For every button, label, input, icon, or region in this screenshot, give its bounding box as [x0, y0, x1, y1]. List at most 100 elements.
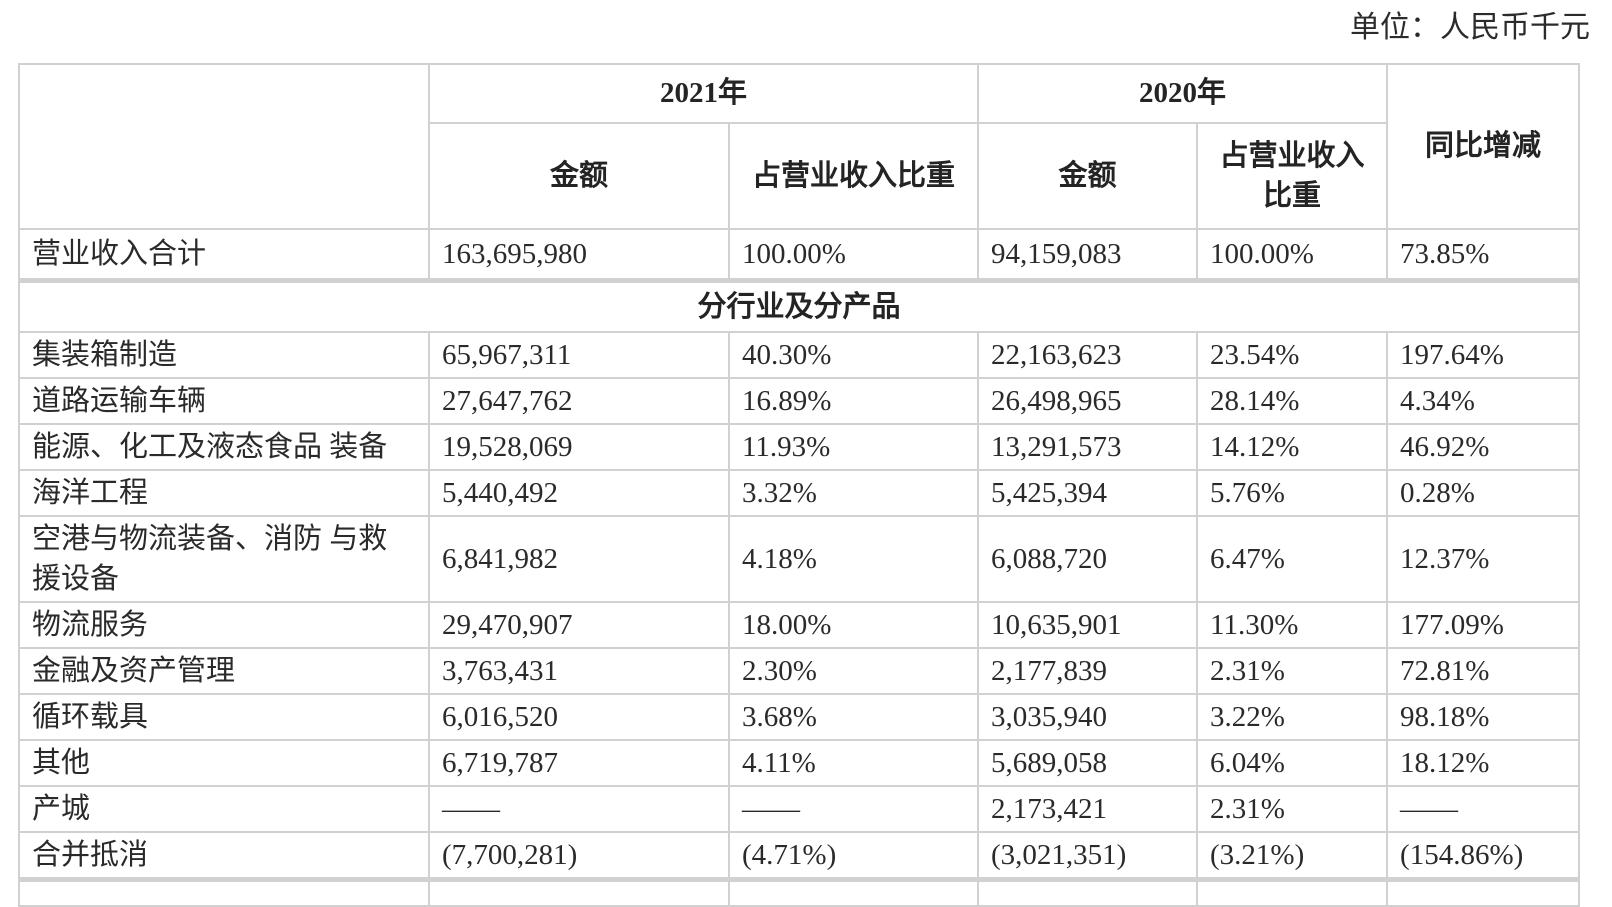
cell-amount-2020: 13,291,573 — [977, 423, 1199, 472]
header-row-subcolumns: 金额 占营业收入比重 金额 占营业收入比重 — [19, 122, 1579, 230]
cell-pct-2020: 6.04% — [1196, 739, 1389, 788]
cell-yoy: 46.92% — [1386, 423, 1581, 472]
header-year-2020: 2020年 — [977, 63, 1389, 124]
cell-yoy: 4.34% — [1386, 377, 1581, 426]
cell-amount-2021: 27,647,762 — [428, 377, 730, 426]
cell-pct-2021: 3.32% — [727, 469, 980, 518]
cell-amount-2021: —— — [428, 785, 730, 834]
empty-cell — [1386, 877, 1581, 907]
cell-amount-2020: 6,088,720 — [977, 515, 1199, 604]
cell-yoy: 98.18% — [1386, 693, 1581, 742]
row-label: 循环载具 — [18, 693, 430, 742]
header-amount-2021: 金额 — [428, 122, 730, 230]
row-total-revenue: 营业收入合计 163,695,980 100.00% 94,159,083 10… — [18, 228, 1581, 281]
cell-yoy: 12.37% — [1386, 515, 1581, 604]
row-others: 其他 6,719,787 4.11% 5,689,058 6.04% 18.12… — [18, 739, 1581, 788]
cell-amount-2021: 19,528,069 — [428, 423, 730, 472]
row-road-transport-vehicles: 道路运输车辆 27,647,762 16.89% 26,498,965 28.1… — [18, 377, 1581, 426]
cell-amount-2020: 94,159,083 — [977, 228, 1199, 281]
header-yoy-change: 同比增减 — [1386, 63, 1581, 230]
cell-yoy: 73.85% — [1386, 228, 1581, 281]
cell-pct-2020: 3.22% — [1196, 693, 1389, 742]
cell-pct-2020: 5.76% — [1196, 469, 1389, 518]
cell-pct-2021: 2.30% — [727, 647, 980, 696]
unit-note: 单位：人民币千元 — [1350, 11, 1590, 44]
cell-pct-2021: 3.68% — [727, 693, 980, 742]
row-energy-chemical-liquid-food-equipment: 能源、化工及液态食品 装备 19,528,069 11.93% 13,291,5… — [18, 423, 1581, 472]
cell-pct-2020: 28.14% — [1196, 377, 1389, 426]
cell-pct-2021: 18.00% — [727, 601, 980, 650]
cell-yoy: —— — [1386, 785, 1581, 834]
row-label: 集装箱制造 — [18, 330, 430, 380]
cell-amount-2020: 2,177,839 — [977, 647, 1199, 696]
cell-amount-2020: (3,021,351) — [977, 831, 1199, 881]
cell-amount-2021: 5,440,492 — [428, 469, 730, 518]
row-label: 道路运输车辆 — [18, 377, 430, 426]
cell-pct-2020: 6.47% — [1196, 515, 1389, 604]
cell-amount-2021: 65,967,311 — [428, 330, 730, 380]
cell-pct-2020: 11.30% — [1196, 601, 1389, 650]
header-pct-of-revenue-2021: 占营业收入比重 — [727, 122, 980, 230]
row-logistics-services: 物流服务 29,470,907 18.00% 10,635,901 11.30%… — [18, 601, 1581, 650]
cell-pct-2021: 100.00% — [727, 228, 980, 281]
row-consolidation-elimination: 合并抵消 (7,700,281) (4.71%) (3,021,351) (3.… — [18, 831, 1581, 881]
cell-yoy: 72.81% — [1386, 647, 1581, 696]
table-row-partial — [18, 877, 1581, 907]
section-row-by-industry-product: 分行业及分产品 — [17, 277, 1581, 333]
cell-yoy: 0.28% — [1386, 469, 1581, 518]
cell-amount-2020: 26,498,965 — [977, 377, 1199, 426]
cell-amount-2021: 163,695,980 — [428, 228, 730, 281]
cell-pct-2020: 23.54% — [1196, 330, 1389, 380]
cell-amount-2020: 22,163,623 — [977, 330, 1199, 380]
header-year-2021: 2021年 — [427, 63, 980, 124]
cell-amount-2020: 10,635,901 — [977, 601, 1199, 650]
row-label: 空港与物流装备、消防 与救援设备 — [18, 515, 430, 604]
row-label: 其他 — [18, 739, 430, 788]
row-industry-city: 产城 —— —— 2,173,421 2.31% —— — [18, 785, 1581, 834]
cell-pct-2021: —— — [727, 785, 980, 834]
cell-pct-2021: 4.11% — [727, 739, 980, 788]
row-container-manufacturing: 集装箱制造 65,967,311 40.30% 22,163,623 23.54… — [18, 330, 1581, 380]
cell-pct-2020: 2.31% — [1196, 785, 1389, 834]
cell-pct-2021: (4.71%) — [727, 831, 980, 881]
row-label: 海洋工程 — [18, 469, 430, 518]
row-label: 能源、化工及液态食品 装备 — [18, 423, 430, 472]
cell-amount-2021: 6,719,787 — [428, 739, 730, 788]
cell-pct-2021: 4.18% — [727, 515, 980, 604]
cell-pct-2021: 11.93% — [727, 423, 980, 472]
cell-pct-2020: 2.31% — [1196, 647, 1389, 696]
row-circular-carriers: 循环载具 6,016,520 3.68% 3,035,940 3.22% 98.… — [18, 693, 1581, 742]
cell-yoy: 18.12% — [1386, 739, 1581, 788]
row-label: 物流服务 — [18, 601, 430, 650]
empty-cell — [18, 877, 430, 907]
cell-amount-2021: 3,763,431 — [428, 647, 730, 696]
header-amount-2020: 金额 — [977, 122, 1199, 230]
empty-cell — [727, 877, 980, 907]
revenue-segment-table: 2021年 2020年 同比增减 金额 占营业收入比重 金额 占营业收入比重 营… — [17, 63, 1581, 907]
cell-amount-2021: 29,470,907 — [428, 601, 730, 650]
cell-amount-2021: 6,016,520 — [428, 693, 730, 742]
header-row-years: 2021年 2020年 同比增减 — [18, 63, 1581, 230]
cell-pct-2020: (3.21%) — [1196, 831, 1389, 881]
empty-cell — [977, 877, 1199, 907]
cell-amount-2021: 6,841,982 — [428, 515, 730, 604]
header-pct-of-revenue-2020: 占营业收入比重 — [1196, 122, 1389, 230]
row-label: 产城 — [18, 785, 430, 834]
cell-amount-2020: 5,689,058 — [977, 739, 1199, 788]
section-title: 分行业及分产品 — [17, 277, 1581, 333]
cell-pct-2020: 100.00% — [1196, 228, 1389, 281]
empty-cell — [1196, 877, 1389, 907]
cell-amount-2021: (7,700,281) — [428, 831, 730, 881]
cell-pct-2021: 40.30% — [727, 330, 980, 380]
cell-yoy: (154.86%) — [1386, 831, 1581, 881]
cell-amount-2020: 3,035,940 — [977, 693, 1199, 742]
cell-yoy: 177.09% — [1386, 601, 1581, 650]
row-label: 合并抵消 — [18, 831, 430, 881]
cell-yoy: 197.64% — [1386, 330, 1581, 380]
row-airport-logistics-fire-rescue-equipment: 空港与物流装备、消防 与救援设备 6,841,982 4.18% 6,088,7… — [18, 515, 1581, 604]
header-empty-cell — [18, 63, 430, 230]
row-label: 营业收入合计 — [18, 228, 430, 281]
row-offshore-engineering: 海洋工程 5,440,492 3.32% 5,425,394 5.76% 0.2… — [18, 469, 1581, 518]
row-label: 金融及资产管理 — [18, 647, 430, 696]
cell-amount-2020: 5,425,394 — [977, 469, 1199, 518]
